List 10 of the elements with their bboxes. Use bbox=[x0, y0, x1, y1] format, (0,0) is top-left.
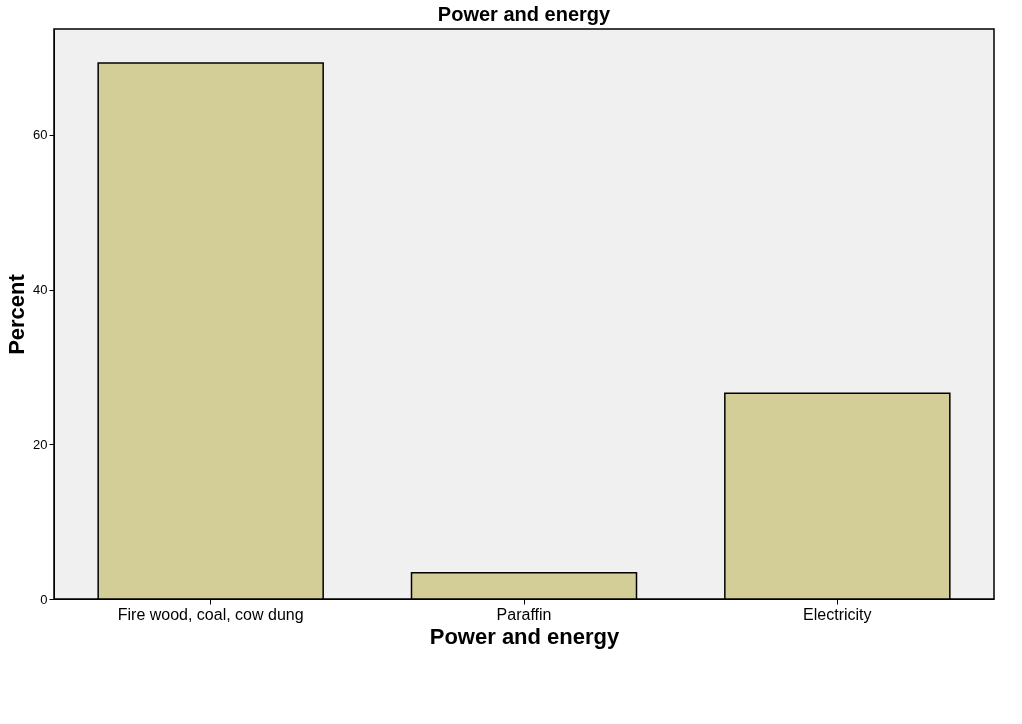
chart-title: Power and energy bbox=[437, 3, 612, 25]
y-tick-label: 60 bbox=[33, 127, 48, 143]
y-axis-title: Percent bbox=[4, 273, 30, 355]
y-tick-label: 40 bbox=[33, 282, 48, 298]
y-tick-label: 20 bbox=[33, 436, 48, 452]
x-tick-label: Paraffin bbox=[496, 605, 552, 623]
x-tick-label: Fire wood, coal, cow dung bbox=[117, 605, 304, 623]
x-axis-title: Power and energy bbox=[429, 623, 621, 649]
y-tick-label: 0 bbox=[40, 591, 48, 607]
x-tick-label: Electricity bbox=[803, 605, 872, 623]
